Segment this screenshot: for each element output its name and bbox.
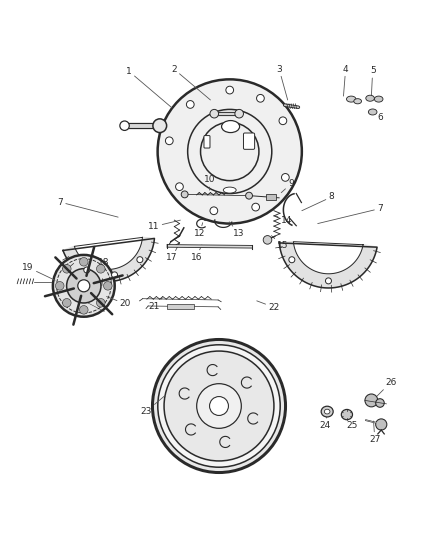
Circle shape (152, 340, 286, 473)
Circle shape (80, 305, 88, 314)
Text: 17: 17 (166, 243, 180, 262)
Text: 2: 2 (171, 64, 210, 100)
FancyBboxPatch shape (266, 195, 276, 200)
FancyBboxPatch shape (167, 304, 194, 309)
Circle shape (187, 101, 194, 108)
Circle shape (103, 281, 112, 290)
Text: 9: 9 (281, 179, 294, 192)
Circle shape (67, 269, 101, 303)
Circle shape (226, 86, 233, 94)
Ellipse shape (341, 409, 353, 420)
Text: 25: 25 (346, 411, 358, 430)
Circle shape (112, 272, 117, 278)
FancyBboxPatch shape (204, 135, 210, 148)
Text: 11: 11 (148, 220, 180, 231)
Circle shape (252, 203, 260, 211)
Text: 23: 23 (140, 395, 166, 416)
Circle shape (176, 183, 184, 190)
Ellipse shape (354, 99, 361, 104)
Circle shape (120, 121, 129, 131)
Circle shape (263, 236, 272, 244)
Ellipse shape (374, 96, 383, 102)
Text: 16: 16 (191, 245, 202, 262)
Circle shape (63, 298, 71, 307)
Circle shape (279, 117, 287, 125)
Text: 4: 4 (343, 64, 349, 96)
Circle shape (137, 257, 143, 263)
Text: 1: 1 (126, 67, 172, 108)
Circle shape (246, 192, 252, 199)
Text: 15: 15 (272, 236, 288, 251)
Circle shape (164, 351, 274, 461)
Circle shape (376, 399, 384, 407)
Text: 21: 21 (148, 298, 162, 311)
Text: 6: 6 (372, 110, 383, 122)
Circle shape (53, 255, 115, 317)
Circle shape (181, 191, 188, 198)
Circle shape (96, 264, 105, 273)
Ellipse shape (368, 109, 377, 115)
Text: 7: 7 (57, 198, 118, 217)
Ellipse shape (222, 120, 240, 133)
Circle shape (197, 384, 241, 429)
Text: 24: 24 (320, 411, 331, 430)
Circle shape (166, 137, 173, 144)
Circle shape (376, 419, 387, 430)
Text: 14: 14 (276, 216, 292, 225)
Circle shape (235, 109, 244, 118)
Circle shape (210, 207, 218, 215)
Text: 26: 26 (377, 378, 396, 396)
Text: 18: 18 (98, 258, 110, 271)
Circle shape (282, 174, 289, 181)
Circle shape (289, 257, 295, 263)
Text: 3: 3 (276, 64, 288, 100)
Ellipse shape (346, 96, 356, 102)
FancyBboxPatch shape (244, 133, 254, 149)
Text: 10: 10 (204, 175, 215, 190)
Text: 12: 12 (194, 223, 205, 238)
Text: 7: 7 (318, 204, 383, 223)
Text: 19: 19 (22, 263, 55, 280)
Circle shape (78, 280, 90, 292)
Text: 22: 22 (257, 301, 279, 312)
Ellipse shape (366, 95, 374, 101)
Circle shape (80, 257, 88, 266)
Text: 13: 13 (230, 222, 244, 238)
Circle shape (84, 267, 90, 273)
Circle shape (96, 298, 105, 307)
Text: 27: 27 (369, 421, 381, 443)
Text: 8: 8 (302, 192, 334, 211)
Circle shape (209, 397, 229, 415)
Circle shape (365, 394, 378, 407)
Circle shape (158, 79, 302, 223)
Circle shape (158, 345, 280, 467)
Polygon shape (63, 237, 155, 281)
Ellipse shape (325, 409, 330, 414)
Text: 20: 20 (106, 296, 131, 309)
Polygon shape (279, 241, 377, 288)
Circle shape (210, 109, 219, 118)
Circle shape (63, 264, 71, 273)
Circle shape (257, 94, 264, 102)
Ellipse shape (321, 406, 333, 417)
Circle shape (153, 119, 166, 133)
Ellipse shape (223, 187, 236, 193)
Circle shape (325, 278, 332, 284)
Circle shape (56, 281, 64, 290)
Text: 5: 5 (370, 66, 375, 96)
